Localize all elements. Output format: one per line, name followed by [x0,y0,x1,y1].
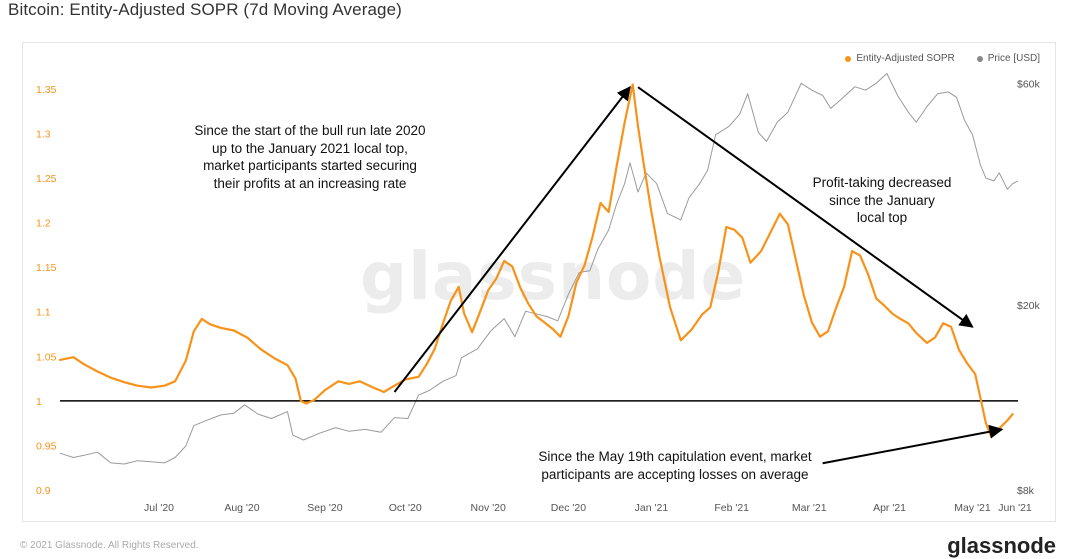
x-tick-label: Jul '20 [144,502,174,514]
annotation-line: local top [856,210,908,225]
annotation-profit-taking: Profit-taking decreased since the Januar… [770,174,994,227]
copyright-text: © 2021 Glassnode. All Rights Reserved. [20,540,199,551]
annotation-line: participants are accepting losses on ave… [541,466,809,482]
legend-label-price: Price [USD] [987,53,1040,64]
annotation-line: Since the May 19th capitulation event, m… [538,449,812,464]
price-series-line [59,73,1019,465]
arrow-capitulation [822,424,1004,465]
arrow-profit-taking [637,86,974,328]
x-tick-label: Nov '20 [471,502,506,514]
legend-dot-price [976,55,983,62]
annotation-line: Since the start of the bull run late 202… [194,123,426,138]
y-left-tick-label: 1.3 [36,128,51,140]
legend-item-sopr[interactable]: Entity-Adjusted SOPR [845,53,955,64]
legend-label-sopr: Entity-Adjusted SOPR [856,53,955,64]
y-left-tick-label: 1.25 [36,173,57,185]
y-left-tick-label: 1.2 [36,218,51,230]
x-tick-label: Mar '21 [792,502,827,514]
sopr-series-line [58,83,1014,438]
y-right-tick-label: $20k [1017,300,1041,312]
x-tick-label: Sep '20 [307,502,342,514]
legend-item-price[interactable]: Price [USD] [976,53,1040,64]
y-left-tick-label: 1.35 [36,84,57,96]
y-right-tick-label: $8k [1017,485,1035,497]
x-tick-label: Oct '20 [389,502,422,514]
x-tick-label: Aug '20 [224,502,259,514]
annotation-line: up to the January 2021 local top, [212,140,408,156]
annotation-line: their profits at an increasing rate [213,175,407,191]
y-left-tick-label: 0.9 [36,485,51,497]
y-left-tick-label: 1.1 [36,307,51,319]
chart-legend: Entity-Adjusted SOPR Price [USD] [845,53,1040,64]
annotation-bull-run: Since the start of the bull run late 202… [150,122,470,192]
y-right-tick-label: $60k [1017,78,1041,90]
page-title: Bitcoin: Entity-Adjusted SOPR (7d Moving… [8,0,402,19]
x-tick-label: Jan '21 [635,502,669,514]
x-tick-label: Apr '21 [873,502,906,514]
x-tick-label: Jun '21 [998,502,1032,514]
arrow-bull-run [393,86,631,393]
annotation-line: market participants started securing [203,158,417,173]
x-tick-label: May '21 [954,502,991,514]
x-tick-label: Dec '20 [551,502,586,514]
annotation-line: Profit-taking decreased [812,175,952,190]
y-left-tick-label: 1.05 [36,351,57,363]
annotation-line: since the January [829,192,935,208]
legend-dot-sopr [845,55,852,62]
brand-logo: glassnode [947,533,1056,558]
x-tick-label: Feb '21 [714,502,749,514]
y-left-tick-label: 1 [36,396,42,408]
annotation-capitulation: Since the May 19th capitulation event, m… [500,448,850,483]
chart-frame [22,42,1056,522]
y-left-tick-label: 0.95 [36,440,57,452]
y-left-tick-label: 1.15 [36,262,57,274]
